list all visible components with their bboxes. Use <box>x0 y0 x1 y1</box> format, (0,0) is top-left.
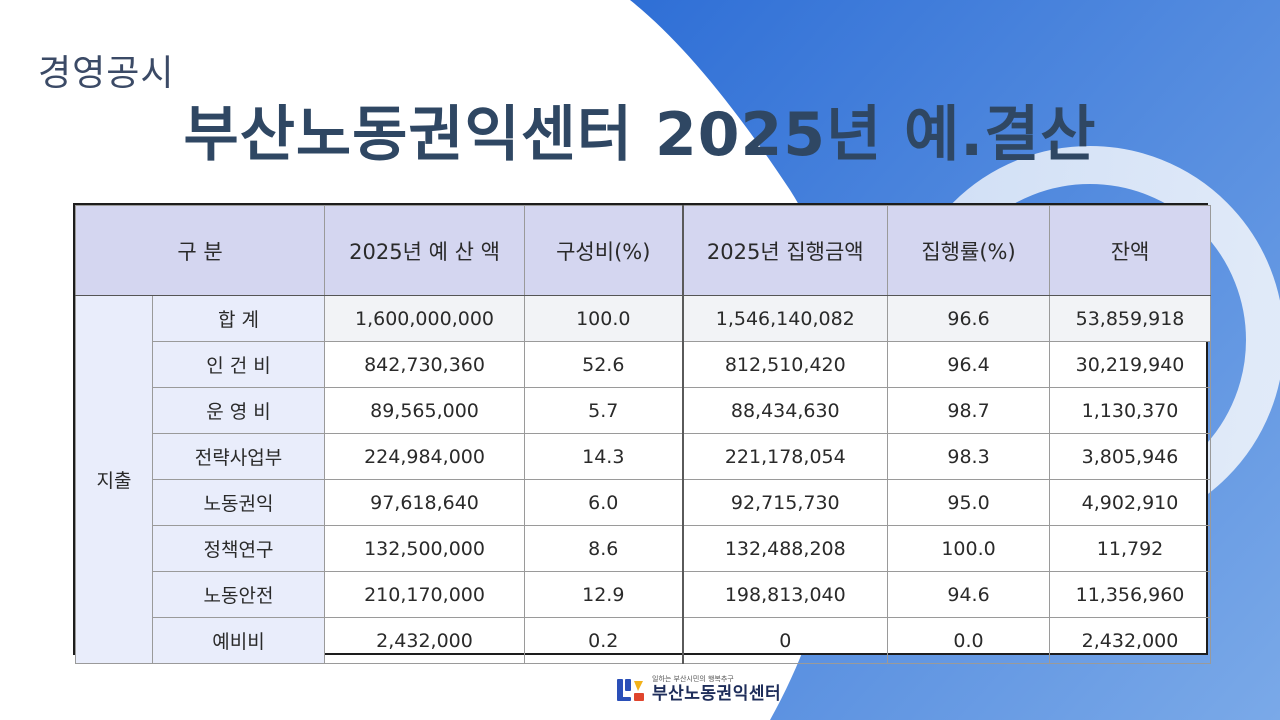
table-row: 운 영 비 89,565,000 5.7 88,434,630 98.7 1,1… <box>76 387 1212 434</box>
row-budget: 89,565,000 <box>324 387 526 434</box>
row-exec-rate: 96.6 <box>887 295 1051 342</box>
row-budget: 97,618,640 <box>324 479 526 526</box>
row-ratio: 14.3 <box>524 433 684 480</box>
row-budget: 2,432,000 <box>324 617 526 664</box>
expense-group-label: 지출 <box>75 295 153 664</box>
row-item: 인 건 비 <box>151 341 326 388</box>
logo-name: 부산노동권익센터 <box>652 684 782 704</box>
row-item: 예비비 <box>151 617 326 664</box>
header-executed: 2025년 집행금액 <box>681 205 889 296</box>
row-executed: 198,813,040 <box>681 571 889 618</box>
header-ratio: 구성비(%) <box>524 205 684 296</box>
row-executed: 132,488,208 <box>681 525 889 572</box>
page-subtitle: 경영공시 <box>38 53 175 94</box>
row-balance: 11,356,960 <box>1049 571 1212 618</box>
row-executed: 92,715,730 <box>681 479 889 526</box>
table-row: 인 건 비 842,730,360 52.6 812,510,420 96.4 … <box>76 341 1212 388</box>
row-balance: 53,859,918 <box>1049 295 1212 342</box>
table-row: 전략사업부 224,984,000 14.3 221,178,054 98.3 … <box>76 433 1212 480</box>
table-row: 지출 합 계 1,600,000,000 100.0 1,546,140,082… <box>75 295 1212 664</box>
row-balance: 30,219,940 <box>1049 341 1212 388</box>
row-balance: 3,805,946 <box>1049 433 1212 480</box>
row-balance: 4,902,910 <box>1049 479 1212 526</box>
row-ratio: 52.6 <box>524 341 684 388</box>
header-balance: 잔액 <box>1049 205 1212 296</box>
table-row: 예비비 2,432,000 0.2 0 0.0 2,432,000 <box>76 617 1212 664</box>
logo-tagline: 일하는 부산시민의 행복추구 <box>652 675 734 683</box>
table-header-row: 구 분 2025년 예 산 액 구성비(%) 2025년 집행금액 집행률(%)… <box>74 205 1212 296</box>
row-budget: 224,984,000 <box>324 433 526 480</box>
table-row: 정책연구 132,500,000 8.6 132,488,208 100.0 1… <box>76 525 1212 572</box>
row-item: 정책연구 <box>151 525 326 572</box>
row-ratio: 5.7 <box>524 387 684 434</box>
row-exec-rate: 94.6 <box>887 571 1051 618</box>
row-budget: 210,170,000 <box>324 571 526 618</box>
table-row: 노동권익 97,618,640 6.0 92,715,730 95.0 4,90… <box>76 479 1212 526</box>
row-item: 노동안전 <box>151 571 326 618</box>
row-exec-rate: 0.0 <box>887 617 1051 664</box>
header-exec-rate: 집행률(%) <box>887 205 1051 296</box>
row-exec-rate: 96.4 <box>887 341 1051 388</box>
row-ratio: 12.9 <box>524 571 684 618</box>
row-balance: 11,792 <box>1049 525 1212 572</box>
footer-logo: 일하는 부산시민의 행복추구 부산노동권익센터 <box>616 676 781 703</box>
row-executed: 0 <box>681 617 889 664</box>
row-exec-rate: 98.7 <box>887 387 1051 434</box>
row-ratio: 6.0 <box>524 479 684 526</box>
row-executed: 88,434,630 <box>681 387 889 434</box>
row-exec-rate: 100.0 <box>887 525 1051 572</box>
row-item: 노동권익 <box>151 479 326 526</box>
row-item: 합 계 <box>151 295 326 342</box>
row-item: 운 영 비 <box>151 387 326 434</box>
header-category: 구 분 <box>74 205 326 296</box>
page-title: 부산노동권익센터 2025년 예.결산 <box>183 100 1097 170</box>
row-balance: 1,130,370 <box>1049 387 1212 434</box>
budget-table-container: 구 분 2025년 예 산 액 구성비(%) 2025년 집행금액 집행률(%)… <box>73 203 1212 664</box>
row-ratio: 0.2 <box>524 617 684 664</box>
row-executed: 221,178,054 <box>681 433 889 480</box>
row-budget: 132,500,000 <box>324 525 526 572</box>
row-ratio: 100.0 <box>524 295 684 342</box>
row-ratio: 8.6 <box>524 525 684 572</box>
row-budget: 842,730,360 <box>324 341 526 388</box>
budget-table: 구 분 2025년 예 산 액 구성비(%) 2025년 집행금액 집행률(%)… <box>74 205 1212 664</box>
row-executed: 812,510,420 <box>681 341 889 388</box>
row-exec-rate: 98.3 <box>887 433 1051 480</box>
row-exec-rate: 95.0 <box>887 479 1051 526</box>
table-row: 노동안전 210,170,000 12.9 198,813,040 94.6 1… <box>76 571 1212 618</box>
header-budget: 2025년 예 산 액 <box>324 205 526 296</box>
row-executed: 1,546,140,082 <box>681 295 889 342</box>
row-balance: 2,432,000 <box>1049 617 1212 664</box>
row-item: 전략사업부 <box>151 433 326 480</box>
busan-labor-logo-icon <box>617 678 644 701</box>
row-budget: 1,600,000,000 <box>324 295 526 342</box>
